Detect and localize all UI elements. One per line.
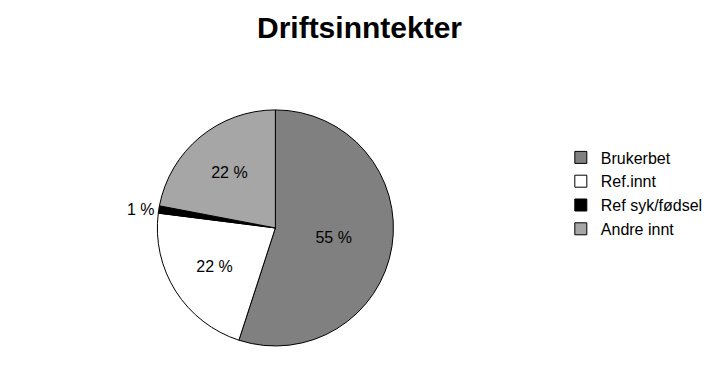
svg-text:22 %: 22 %: [196, 258, 232, 275]
svg-text:22 %: 22 %: [211, 164, 247, 181]
svg-text:Ref syk/fødsel: Ref syk/fødsel: [601, 197, 702, 214]
svg-text:Brukerbet: Brukerbet: [601, 150, 671, 167]
svg-text:1 %: 1 %: [127, 201, 155, 218]
svg-text:Andre innt: Andre innt: [601, 221, 674, 238]
svg-text:55 %: 55 %: [315, 229, 351, 246]
svg-text:Driftsinntekter: Driftsinntekter: [257, 11, 462, 44]
svg-text:Ref.innt: Ref.innt: [601, 173, 657, 190]
